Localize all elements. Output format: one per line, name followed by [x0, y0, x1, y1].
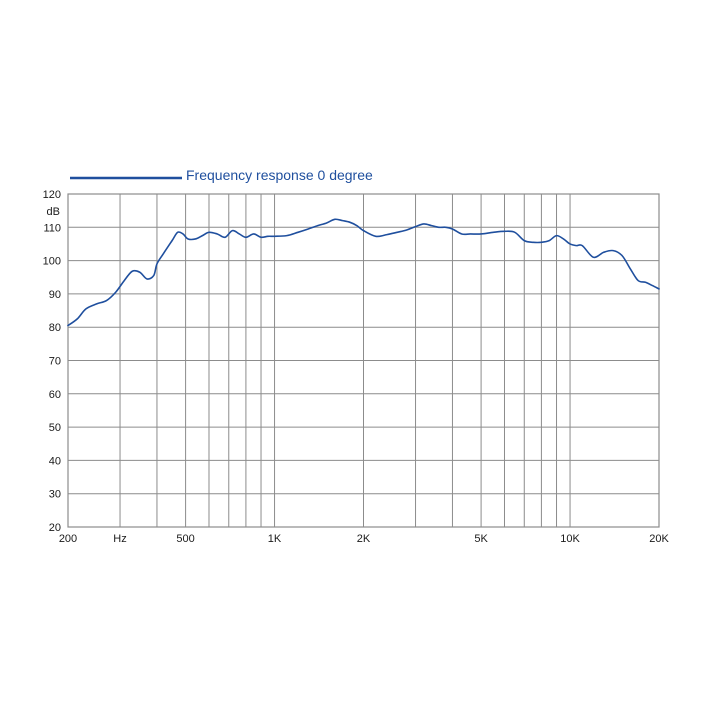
legend: Frequency response 0 degree [70, 167, 373, 183]
y-tick-label: 60 [49, 389, 61, 401]
x-axis-ticks: 200 Hz 500 1K 2K 5K 10K 20K [59, 533, 670, 545]
y-tick-label: 80 [49, 322, 61, 334]
x-tick-label: 20K [649, 533, 669, 545]
legend-label: Frequency response 0 degree [186, 167, 373, 183]
x-tick-label: 1K [268, 533, 282, 545]
y-tick-label: 50 [49, 422, 61, 434]
y-axis-ticks: 20 30 40 50 60 70 80 90 100 110 120 [43, 189, 61, 534]
y-tick-label: 120 [43, 189, 61, 201]
plot-frame [67, 193, 660, 528]
x-tick-label: 10K [560, 533, 580, 545]
y-tick-label: 90 [49, 289, 61, 301]
x-tick-label: 5K [474, 533, 488, 545]
y-tick-label: 100 [43, 256, 61, 268]
plot-border [67, 193, 660, 528]
y-axis-unit-label: dB [47, 206, 60, 218]
y-tick-label: 70 [49, 356, 61, 368]
x-tick-label: 2K [357, 533, 371, 545]
y-tick-label: 20 [49, 522, 61, 534]
x-tick-label: Hz [113, 533, 126, 545]
x-tick-label: 500 [176, 533, 194, 545]
y-tick-label: 110 [43, 222, 61, 234]
y-tick-label: 40 [49, 455, 61, 467]
series-line-frequency-response [67, 218, 660, 327]
y-tick-label: 30 [49, 489, 61, 501]
x-tick-label: 200 [59, 533, 77, 545]
